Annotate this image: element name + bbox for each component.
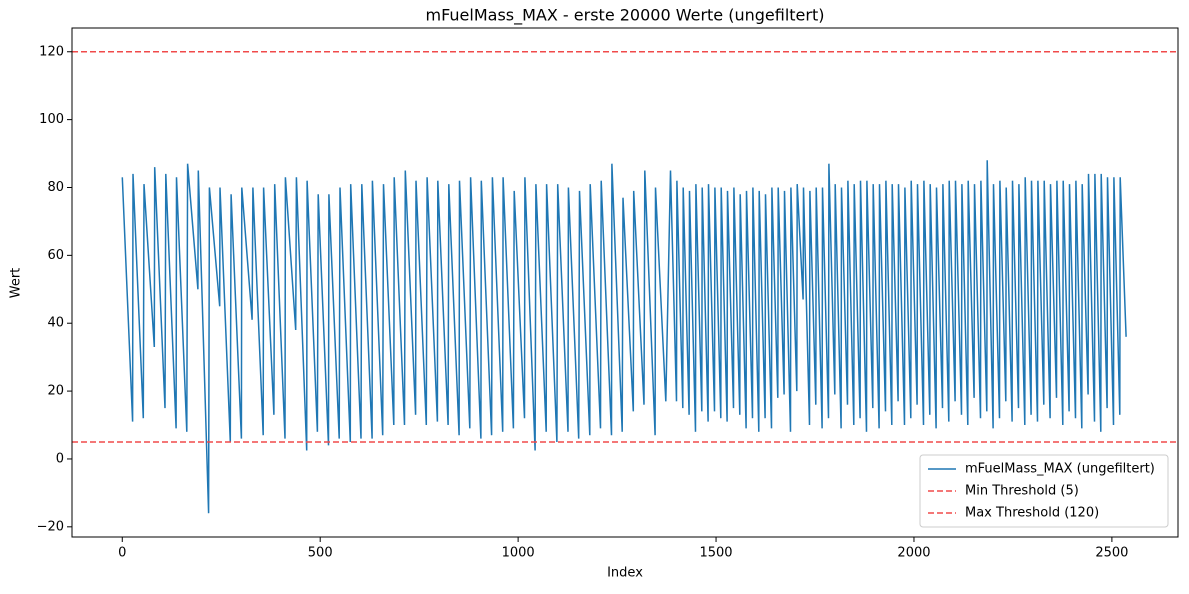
y-tick-label: −20 [37,519,64,534]
y-tick-label: 0 [56,451,64,466]
y-tick-label: 60 [47,248,64,263]
legend-label: Max Threshold (120) [965,506,1099,521]
plot-frame [71,27,1179,538]
legend-label: mFuelMass_MAX (ungefiltert) [965,462,1155,477]
data-line [121,160,1127,514]
x-axis-label: Index [607,566,643,581]
y-tick-label: 120 [39,44,64,59]
legend-label: Min Threshold (5) [965,484,1079,499]
y-axis-label: Wert [9,268,24,299]
x-tick-label: 1500 [699,546,732,561]
x-tick-label: 2000 [897,546,930,561]
y-tick-label: 20 [47,384,64,399]
x-tick-label: 1000 [502,546,535,561]
x-tick-label: 500 [308,546,333,561]
y-tick-label: 40 [47,316,64,331]
chart-title: mFuelMass_MAX - erste 20000 Werte (ungef… [426,6,825,26]
y-tick-label: 100 [39,112,64,127]
y-tick-label: 80 [47,180,64,195]
legend-box [919,454,1169,528]
x-tick-label: 2500 [1095,546,1128,561]
x-tick-label: 0 [118,546,126,561]
